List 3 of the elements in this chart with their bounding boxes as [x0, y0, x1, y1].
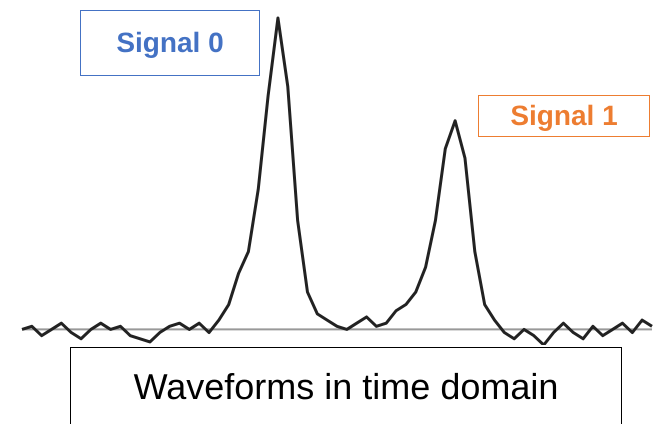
annotation: Signal 0 — [80, 10, 260, 76]
annotation: Signal 1 — [478, 95, 650, 137]
text: Waveforms in time domain — [70, 347, 622, 424]
